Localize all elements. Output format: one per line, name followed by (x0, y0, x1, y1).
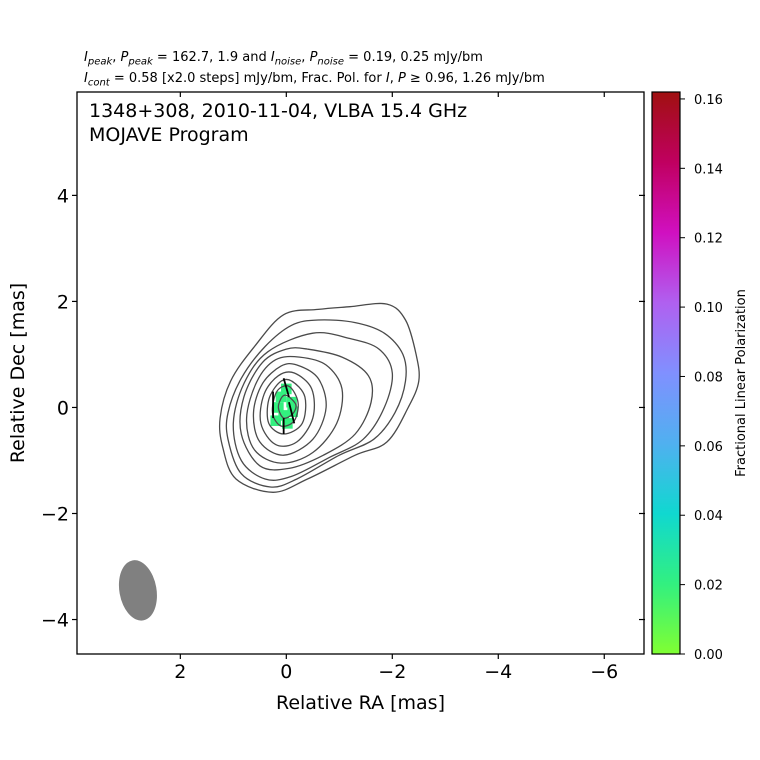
colorbar-tick-label: 0.16 (694, 93, 723, 108)
evpa-tick-1 (282, 378, 290, 398)
y-tick-label: 0 (57, 397, 69, 419)
colorbar-tick-label: 0.02 (694, 579, 723, 594)
polarization-pixel-0 (275, 391, 287, 403)
x-tick-label: −2 (378, 661, 406, 683)
x-tick-label: −4 (484, 661, 512, 683)
colorbar: 0.00 0.02 0.04 0.06 0.08 0.10 0.12 0.14 0.16 Frac… (651, 91, 749, 663)
colorbar-tick-label: 0.10 (694, 301, 723, 316)
polarization-pixel-2 (278, 410, 289, 421)
colorbar-tick-label: 0.12 (694, 232, 723, 247)
plot-frame (76, 91, 645, 655)
x-tick-label: 0 (280, 661, 292, 683)
y-tick-label: −4 (41, 610, 69, 632)
plot-area: 2 0 −2 −4 −6 4 2 0 −2 −4 Relative RA [mas] Relative… (7, 91, 645, 714)
colorbar-tick-label: 0.14 (694, 162, 723, 177)
colorbar-bar (651, 91, 681, 655)
colorbar-tick-label: 0.08 (694, 370, 723, 385)
contour-level-3 (232, 332, 394, 481)
y-tick-label: 2 (57, 291, 69, 313)
plot-content (118, 302, 420, 621)
contour-level-5 (245, 355, 344, 464)
y-tick-label: −2 (41, 504, 69, 526)
x-tick-label: 2 (174, 661, 186, 683)
header-line-2: Icont = 0.58 [x2.0 steps] mJy/bm, Frac. … (84, 71, 545, 89)
header-line-1: Ipeak, Ppeak = 162.7, 1.9 and Inoise, Pn… (84, 50, 483, 68)
contour-level-4 (239, 347, 374, 471)
polarization-pixel-7 (282, 418, 293, 429)
x-axis-label: Relative RA [mas] (276, 692, 445, 714)
contour-level-6 (252, 362, 327, 456)
x-tick-label: −6 (590, 661, 618, 683)
y-axis-label: Relative Dec [mas] (7, 283, 29, 463)
evpa-tick-2 (288, 401, 296, 424)
contour-level-8 (266, 378, 307, 435)
plot-source-label: 1348+308, 2010-11-04, VLBA 15.4 GHz (89, 100, 468, 122)
plot-program-label: MOJAVE Program (89, 124, 249, 146)
y-tick-label: 4 (57, 185, 69, 207)
colorbar-label: Fractional Linear Polarization (734, 289, 749, 477)
colorbar-tick-label: 0.06 (694, 440, 723, 455)
polarization-pixel-3 (286, 396, 297, 408)
beam-ellipse (118, 560, 157, 621)
colorbar-tick-label: 0.04 (694, 509, 723, 524)
polarization-pixel-4 (287, 406, 298, 418)
contour-level-1 (218, 302, 420, 493)
colorbar-tick-label: 0.00 (694, 648, 723, 663)
contour-level-7 (259, 371, 316, 447)
contour-level-9 (271, 385, 299, 427)
contour-level-2 (225, 319, 407, 488)
